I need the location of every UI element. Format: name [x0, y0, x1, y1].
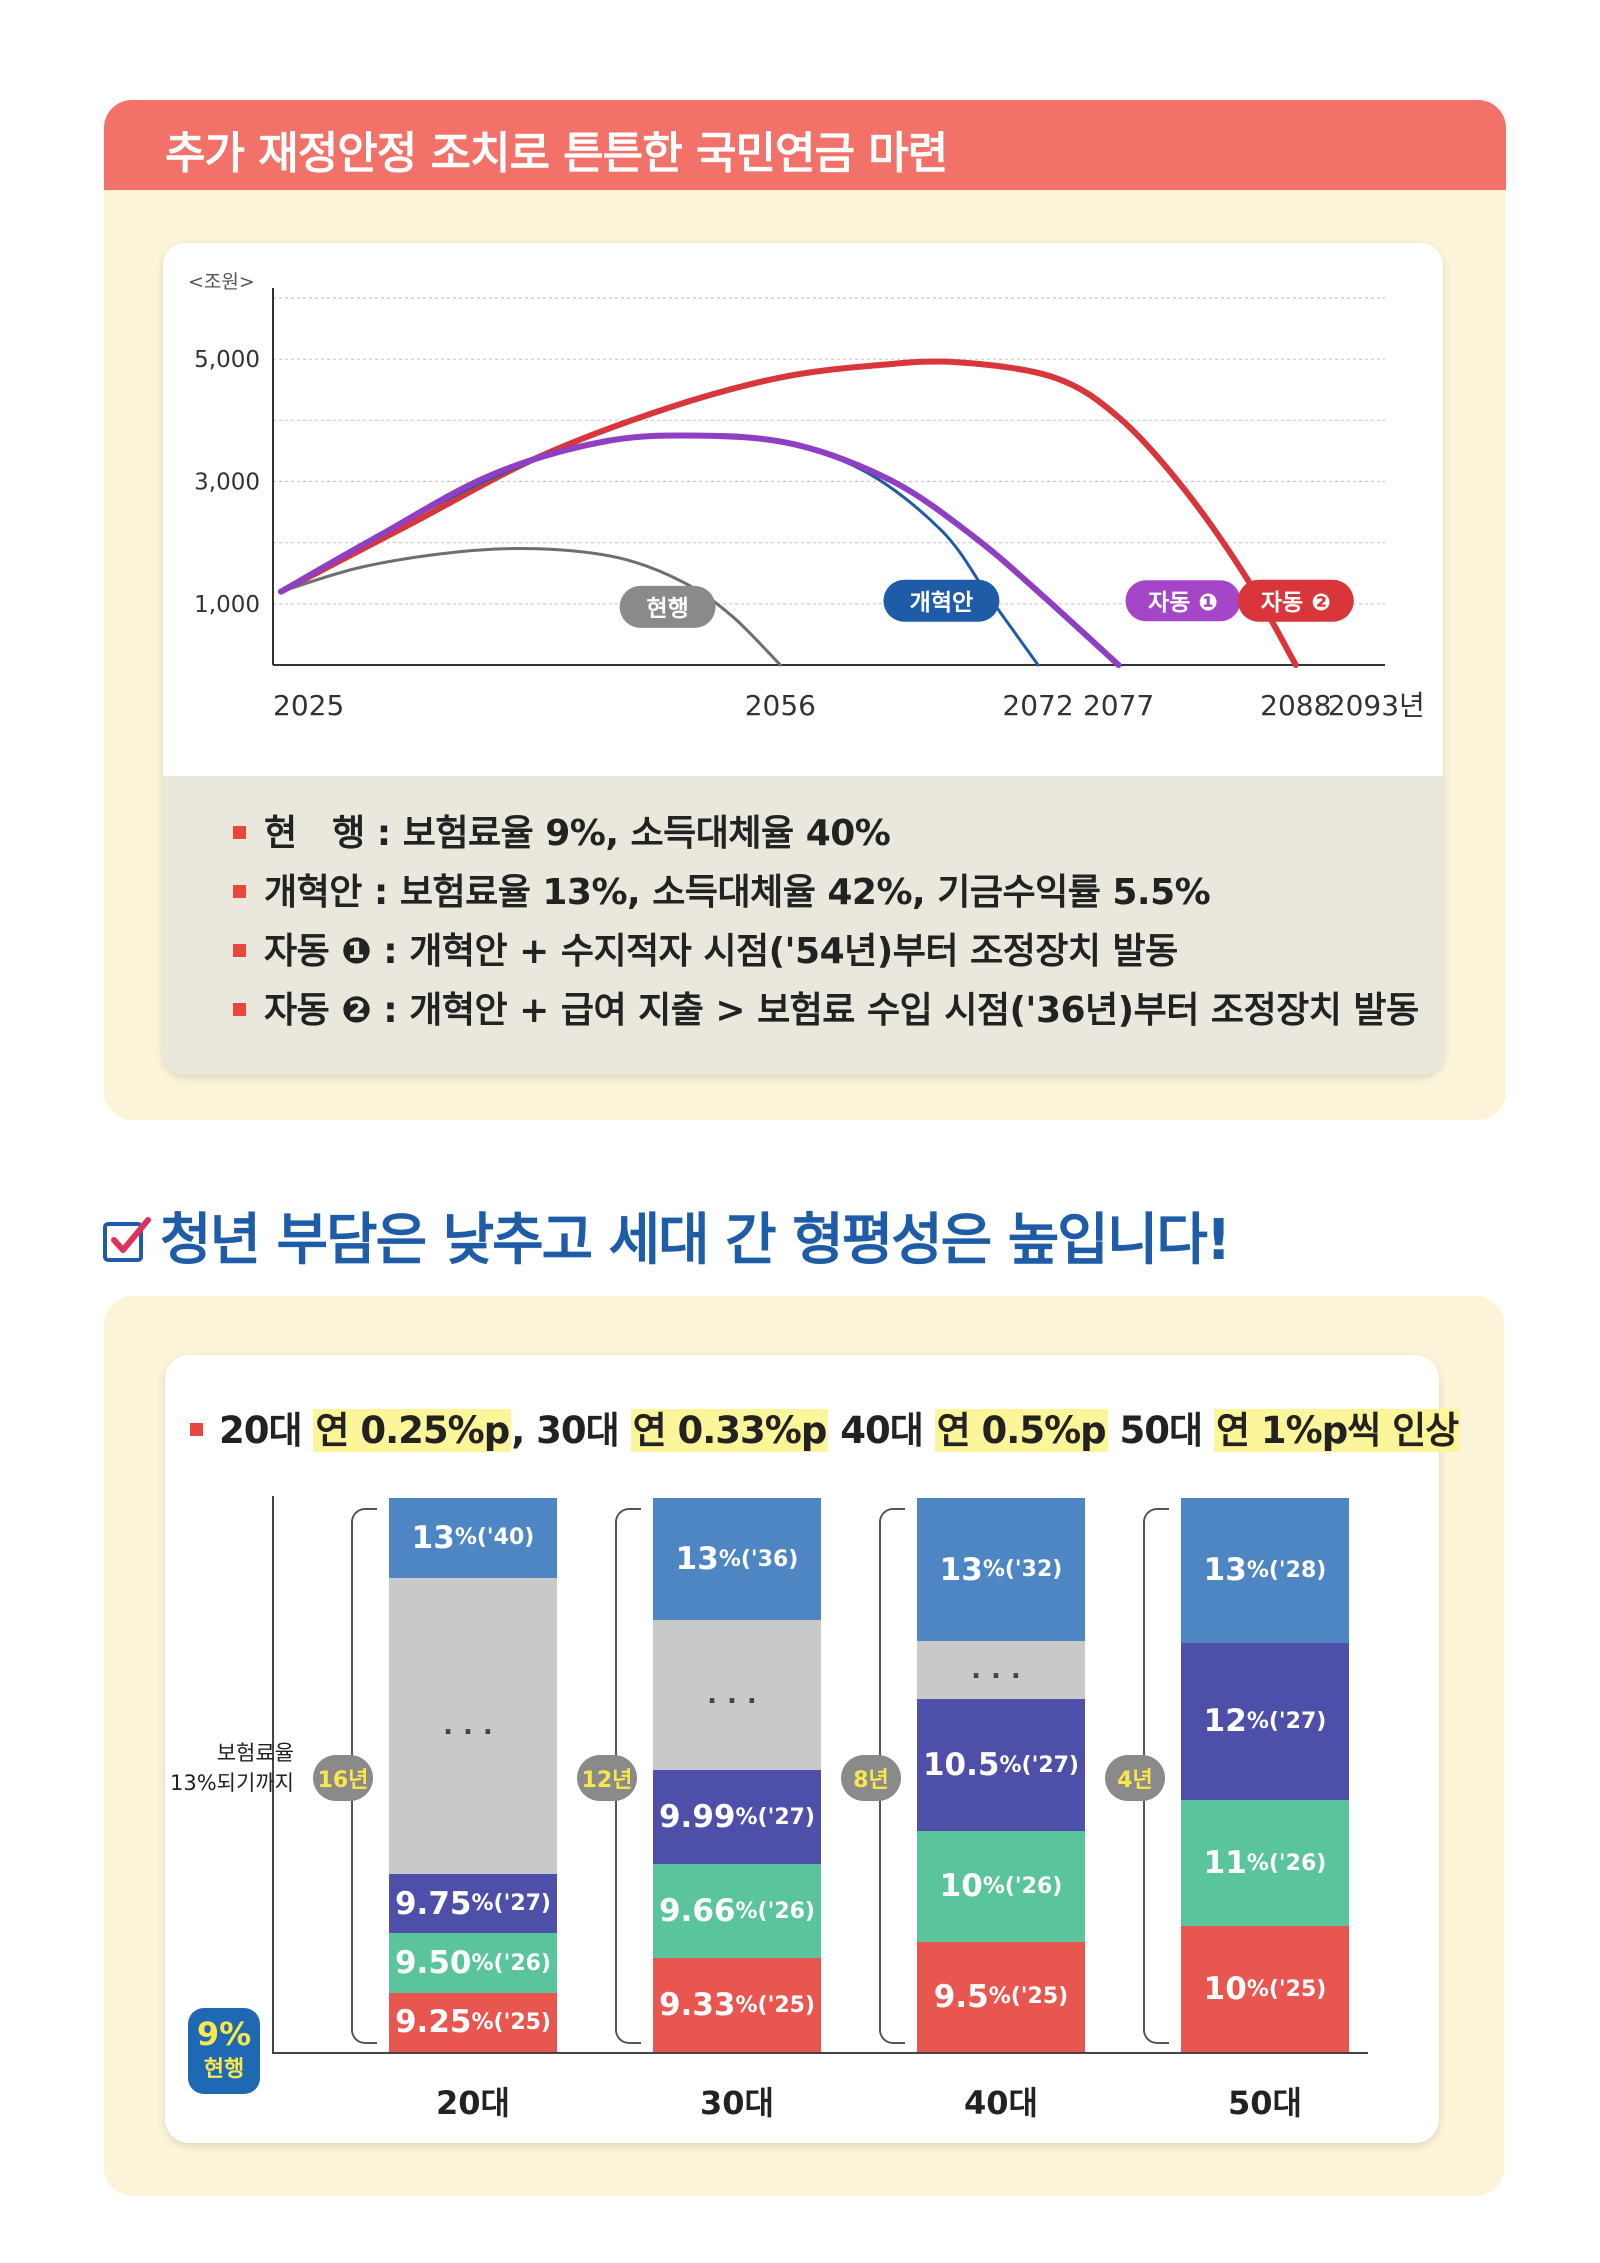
square-bullet-icon [190, 1423, 203, 1436]
x-tick-label: 2072 [1002, 689, 1073, 722]
highlighted-rate: 연 1%p씩 인상 [1213, 1409, 1461, 1452]
square-bullet-icon [233, 884, 246, 898]
legend-row: 개혁안 : 보험료율 13%, 소득대체율 42%, 기금수익률 5.5% [233, 863, 1211, 915]
square-bullet-icon [233, 1002, 246, 1016]
contribution-chart-card [165, 1355, 1439, 2143]
legend-name: 자동 ❷ [264, 990, 372, 1031]
rate-increase-heading: 20대 연 0.25%p, 30대 연 0.33%p 40대 연 0.5%p 5… [190, 1400, 1461, 1454]
heading-text: 20대 [219, 1409, 314, 1452]
series-badge-label: 자동 ❷ [1261, 590, 1331, 616]
section1-header-bar [104, 100, 1506, 190]
y-tick-label: 1,000 [194, 592, 260, 618]
legend-name: 현 행 [264, 813, 365, 854]
legend-name: 자동 ❶ [264, 931, 372, 972]
legend-desc: : 보험료율 13%, 소득대체율 42%, 기금수익률 5.5% [361, 872, 1211, 913]
series-line-3 [278, 358, 1299, 668]
fund-projection-card: <조원> 1,000 3,000 5,000 2025 2056 2072 2077 2088 2… [163, 243, 1443, 1075]
y-axis-unit: <조원> [188, 271, 255, 293]
current-rate-caption: 현행 [203, 2057, 245, 2082]
reach-label-line1: 보험료율 [216, 1741, 294, 1765]
highlighted-rate: 연 0.5%p [934, 1409, 1108, 1452]
highlighted-rate: 연 0.25%p [313, 1409, 512, 1452]
series-line-0 [279, 546, 782, 667]
legend-desc: : 보험료율 9%, 소득대체율 40% [364, 813, 891, 854]
series-badge-3 [1237, 579, 1354, 622]
fund-projection-line-chart: <조원> 1,000 3,000 5,000 2025 2056 2072 2077 20882… [188, 271, 1425, 722]
series-badge-0 [619, 585, 716, 628]
heading-text: 40대 [828, 1409, 935, 1452]
y-tick-label: 3,000 [194, 470, 260, 496]
current-rate-badge: 9% 현행 [188, 2008, 260, 2094]
highlighted-rate: 연 0.33%p [630, 1409, 829, 1452]
legend-row: 자동 ❷ : 개혁안 + 급여 지출 > 보험료 수입 시점('36년)부터 조… [233, 981, 1419, 1033]
legend-row: 현 행 : 보험료율 9%, 소득대체율 40% [233, 804, 891, 856]
x-tick-label: 2088 [1260, 689, 1331, 722]
heading-text: , 30대 [511, 1409, 631, 1452]
checkbox-check-icon [103, 1217, 151, 1262]
series-badge-label: 개혁안 [910, 590, 973, 616]
series-badge-1 [883, 579, 1000, 622]
current-rate-value: 9% [196, 2015, 252, 2053]
series-badge-label: 자동 ❶ [1148, 590, 1218, 616]
legend-desc: : 개혁안 + 급여 지출 > 보험료 수입 시점('36년)부터 조정장치 발… [371, 990, 1419, 1031]
scenario-legend-panel: 현 행 : 보험료율 9%, 소득대체율 40% 개혁안 : 보험료율 13%, … [163, 776, 1443, 1075]
legend-name: 개혁안 [264, 872, 362, 913]
heading-text: 50대 [1107, 1409, 1214, 1452]
section1-title: 추가 재정안정 조치로 튼튼한 국민연금 마련 [165, 128, 948, 179]
legend-row: 자동 ❶ : 개혁안 + 수지적자 시점('54년)부터 조정장치 발동 [233, 922, 1178, 974]
y-tick-label: 5,000 [194, 347, 260, 373]
series-line-1 [279, 433, 1040, 667]
reach-label-line2: 13%되기까지 [170, 1771, 294, 1795]
series-line-2 [278, 432, 1122, 668]
section2-title: 청년 부담은 낮추고 세대 간 형평성은 높입니다! [160, 1208, 1231, 1273]
square-bullet-icon [233, 943, 246, 957]
x-tick-label: 2056 [745, 689, 816, 722]
series-badge-label: 현행 [646, 596, 688, 622]
reach-13pct-label: 보험료율 13%되기까지 [170, 1738, 294, 1798]
x-tick-label: 2025 [273, 689, 344, 722]
legend-desc: : 개혁안 + 수지적자 시점('54년)부터 조정장치 발동 [371, 931, 1178, 972]
x-tick-label: 2077 [1083, 689, 1154, 722]
x-tick-label: 2093년 [1328, 689, 1425, 722]
square-bullet-icon [233, 825, 246, 839]
